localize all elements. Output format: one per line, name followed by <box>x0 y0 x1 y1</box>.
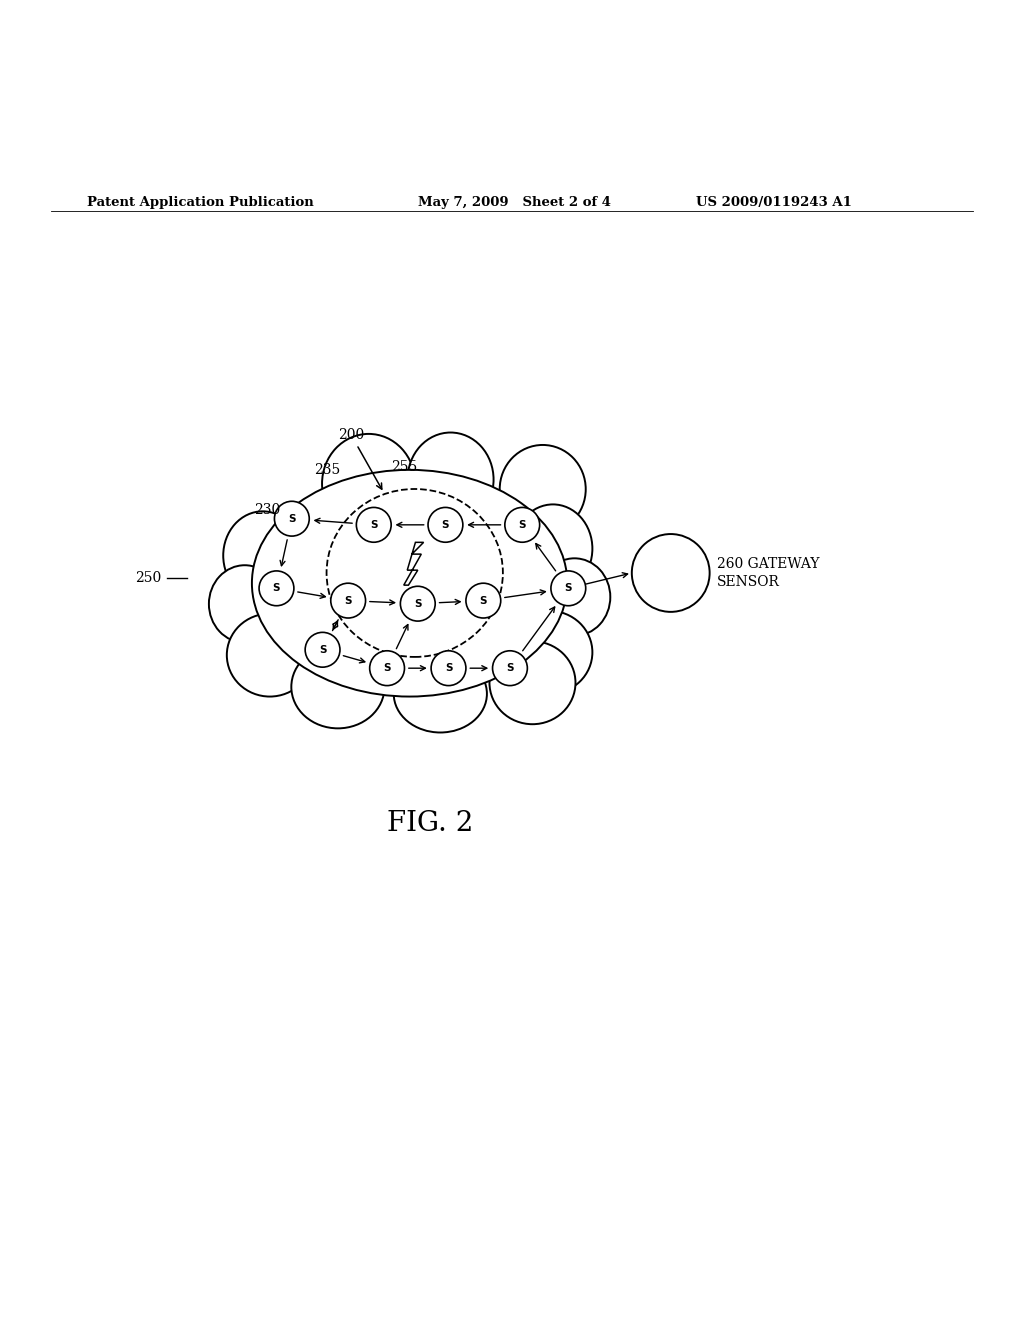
Text: S: S <box>564 583 572 593</box>
Text: S: S <box>479 595 487 606</box>
Circle shape <box>305 632 340 667</box>
Ellipse shape <box>209 565 281 643</box>
Ellipse shape <box>227 614 313 697</box>
Text: S: S <box>318 644 327 655</box>
Circle shape <box>356 507 391 543</box>
Circle shape <box>466 583 501 618</box>
Text: FIG. 2: FIG. 2 <box>387 810 473 837</box>
Text: 235: 235 <box>314 463 341 478</box>
Circle shape <box>505 507 540 543</box>
Text: S: S <box>383 663 391 673</box>
Ellipse shape <box>408 433 494 527</box>
Circle shape <box>259 572 294 606</box>
Circle shape <box>551 572 586 606</box>
Polygon shape <box>403 543 424 585</box>
Text: S: S <box>370 520 378 529</box>
Text: 230: 230 <box>254 503 281 517</box>
Text: S: S <box>272 583 281 593</box>
Circle shape <box>493 651 527 685</box>
Ellipse shape <box>223 511 302 599</box>
Ellipse shape <box>514 504 592 593</box>
Text: S: S <box>344 595 352 606</box>
Ellipse shape <box>539 558 610 636</box>
Text: S: S <box>444 663 453 673</box>
Circle shape <box>428 507 463 543</box>
Text: 250: 250 <box>135 572 162 585</box>
Ellipse shape <box>292 645 385 729</box>
Circle shape <box>274 502 309 536</box>
Text: S: S <box>441 520 450 529</box>
Text: 260 GATEWAY
SENSOR: 260 GATEWAY SENSOR <box>717 557 819 589</box>
Ellipse shape <box>252 470 567 697</box>
Text: S: S <box>518 520 526 529</box>
Text: S: S <box>288 513 296 524</box>
Text: US 2009/0119243 A1: US 2009/0119243 A1 <box>696 197 852 209</box>
Text: S: S <box>506 663 514 673</box>
Circle shape <box>632 535 710 612</box>
Ellipse shape <box>489 642 575 725</box>
Ellipse shape <box>506 611 592 694</box>
Circle shape <box>370 651 404 685</box>
Ellipse shape <box>394 655 487 733</box>
Text: 200: 200 <box>338 428 382 490</box>
Ellipse shape <box>500 445 586 533</box>
Text: S: S <box>414 599 422 609</box>
Text: Patent Application Publication: Patent Application Publication <box>87 197 313 209</box>
Circle shape <box>400 586 435 622</box>
Text: May 7, 2009   Sheet 2 of 4: May 7, 2009 Sheet 2 of 4 <box>418 197 610 209</box>
Circle shape <box>431 651 466 685</box>
Circle shape <box>331 583 366 618</box>
Ellipse shape <box>323 434 416 533</box>
Text: 255: 255 <box>391 461 418 474</box>
